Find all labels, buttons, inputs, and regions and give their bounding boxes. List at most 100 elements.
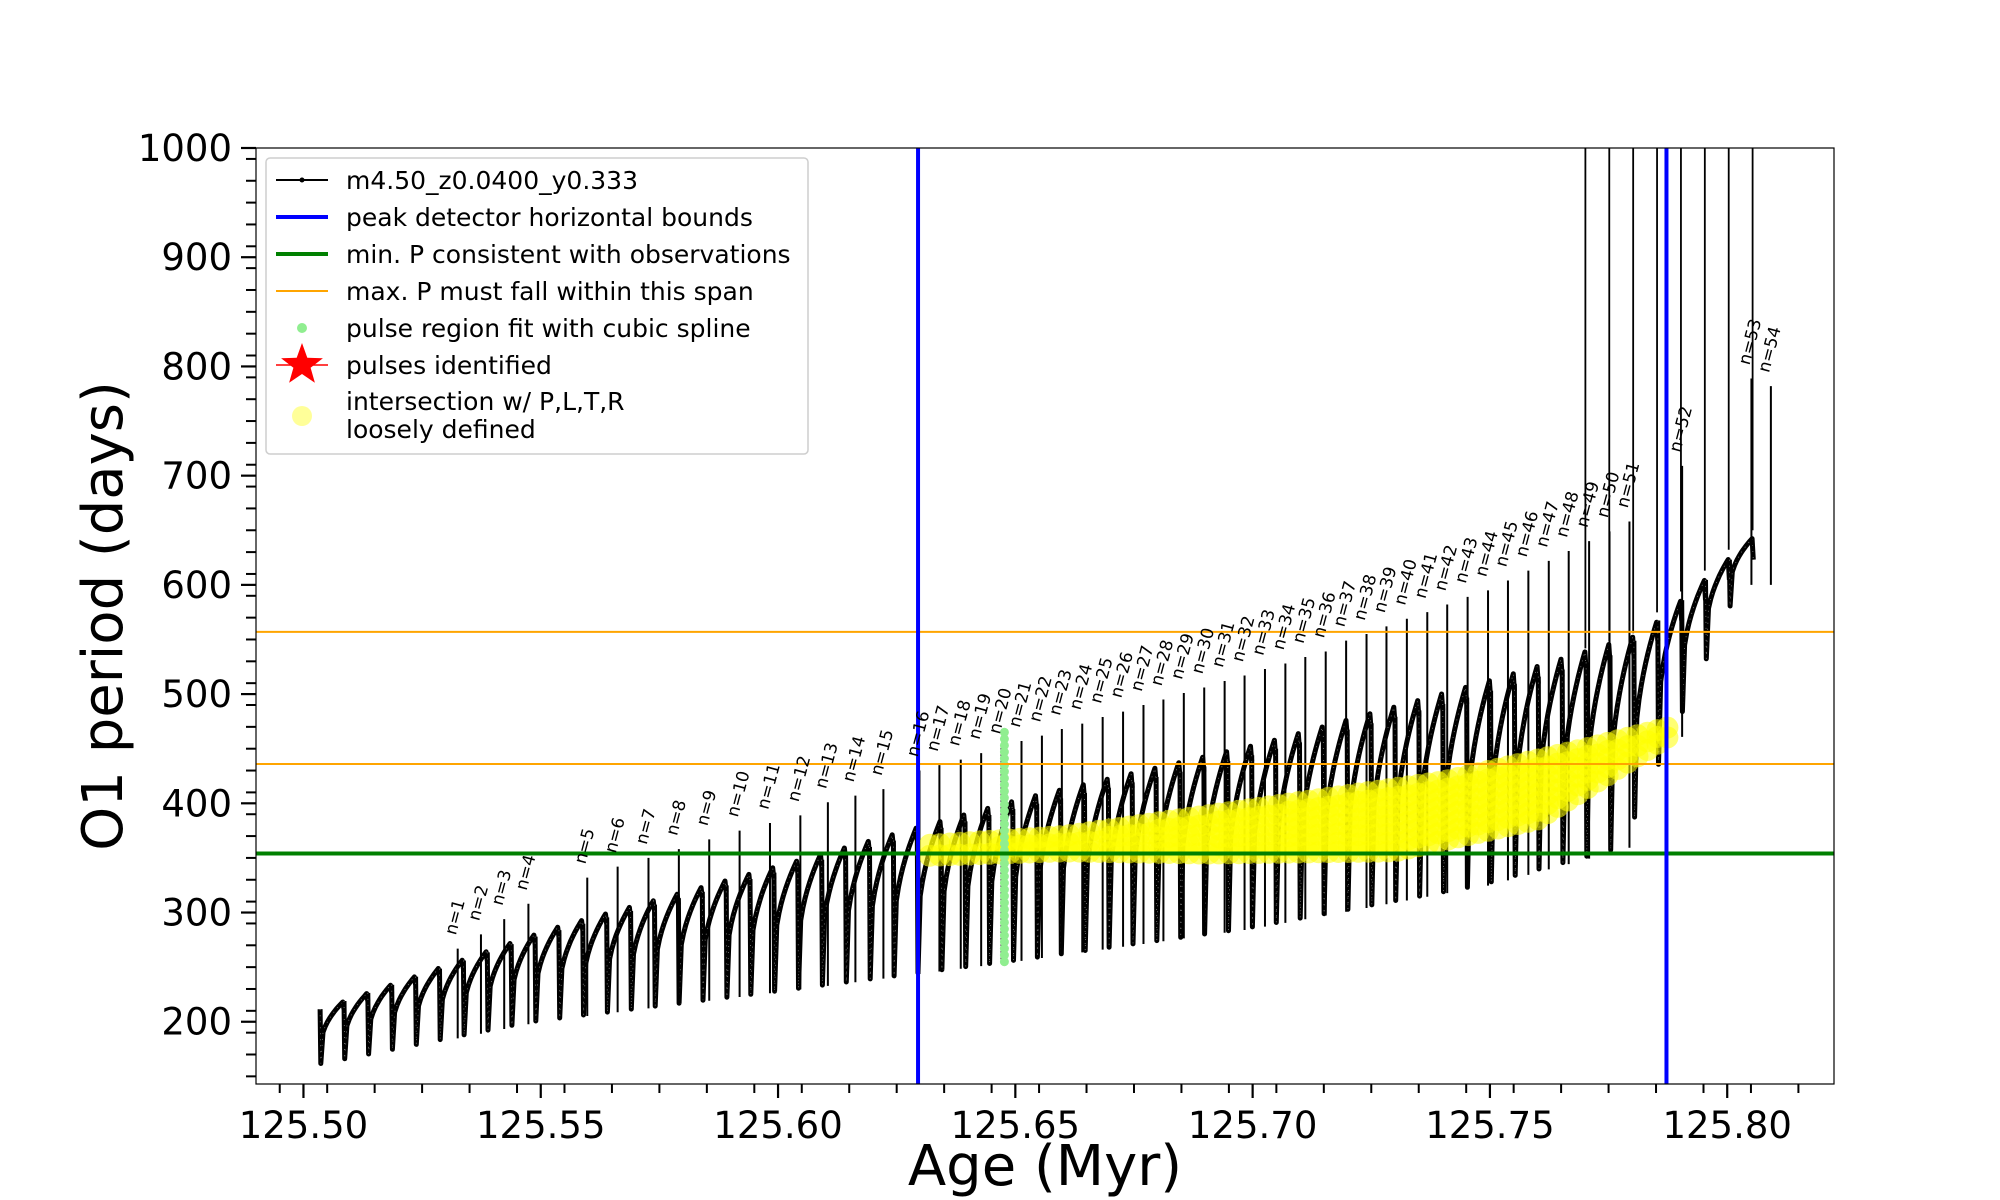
pulse-cycle-points bbox=[343, 992, 369, 1059]
pulse-cycle-points bbox=[893, 828, 918, 976]
y-tick-label: 500 bbox=[161, 673, 232, 716]
x-tick-label: 125.80 bbox=[1662, 1104, 1791, 1147]
spline-point bbox=[999, 885, 1009, 895]
pulse-cycle-points bbox=[1322, 720, 1348, 914]
pulse-cycle-points bbox=[869, 834, 894, 979]
legend-dot-swatch bbox=[297, 323, 307, 333]
pulse-cycle-points bbox=[701, 879, 727, 1001]
spline-point bbox=[999, 957, 1009, 967]
spline-point bbox=[999, 898, 1009, 908]
spline-point bbox=[999, 740, 1009, 750]
legend-label: intersection w/ P,L,T,R bbox=[346, 387, 625, 416]
pulse-cycle-points bbox=[797, 853, 823, 989]
legend-circle-swatch bbox=[292, 406, 312, 426]
pulse-cycle bbox=[413, 966, 442, 1047]
x-tick-label: 125.70 bbox=[1188, 1104, 1317, 1147]
x-axis-label: Age (Myr) bbox=[908, 1134, 1182, 1199]
spline-point bbox=[999, 806, 1009, 816]
spline-point bbox=[999, 819, 1009, 829]
pulse-cycle bbox=[1726, 536, 1756, 609]
pulse-cycle-points bbox=[821, 846, 846, 986]
pulse-cycle bbox=[652, 891, 681, 1009]
pulse-cycle-points bbox=[534, 926, 560, 1022]
x-tick-label: 125.65 bbox=[951, 1104, 1080, 1147]
pulse-cycle-points bbox=[1681, 580, 1706, 712]
spline-point bbox=[999, 734, 1009, 744]
spline-point bbox=[999, 786, 1009, 796]
legend-label: min. P consistent with observations bbox=[346, 240, 791, 269]
legend-label: pulse region fit with cubic spline bbox=[346, 314, 751, 343]
legend-label: pulses identified bbox=[346, 351, 552, 380]
spline-point bbox=[999, 878, 1009, 888]
spline-point bbox=[999, 747, 1009, 757]
spline-point bbox=[999, 793, 1009, 803]
pulse-cycle-points bbox=[1537, 659, 1563, 870]
pulse-cycle bbox=[437, 957, 466, 1043]
spline-point bbox=[999, 754, 1009, 763]
plot-frame bbox=[255, 147, 1835, 1085]
y-tick-label: 800 bbox=[161, 345, 232, 388]
pulse-cycle bbox=[1058, 782, 1087, 957]
spline-point bbox=[999, 931, 1009, 940]
pulse-cycle-points bbox=[510, 933, 536, 1026]
spline-point bbox=[999, 911, 1009, 921]
pulse-cycle bbox=[1655, 598, 1685, 767]
spline-point bbox=[999, 944, 1009, 954]
spline-point bbox=[999, 799, 1009, 809]
legend-label: m4.50_z0.0400_y0.333 bbox=[346, 166, 638, 195]
legend-label: max. P must fall within this span bbox=[346, 277, 754, 306]
spline-point bbox=[999, 872, 1009, 881]
pulse-cycle bbox=[317, 999, 347, 1066]
pulse-cycle-points bbox=[1633, 622, 1659, 818]
y-axis-label: O1 period (days) bbox=[71, 381, 136, 851]
legend-track-dot bbox=[299, 177, 305, 183]
spline-point bbox=[999, 773, 1009, 783]
pulse-cycle-points bbox=[582, 912, 608, 1016]
pulse-cycle-points bbox=[606, 906, 631, 1013]
legend-box bbox=[265, 157, 809, 455]
intersection-region bbox=[918, 716, 1679, 867]
pulse-cycle-points bbox=[391, 975, 416, 1050]
pulse-cycle-points bbox=[845, 841, 870, 983]
x-tick-label: 125.55 bbox=[476, 1104, 605, 1147]
pulse-cycle-points bbox=[725, 872, 751, 998]
legend-star-icon bbox=[281, 343, 323, 383]
y-tick-label: 600 bbox=[161, 564, 232, 607]
x-tick-label: 125.60 bbox=[713, 1104, 842, 1147]
legend-label: peak detector horizontal bounds bbox=[346, 203, 753, 232]
spline-point bbox=[999, 937, 1009, 947]
pulse-cycle-points bbox=[749, 866, 775, 995]
spline-point bbox=[999, 839, 1009, 849]
legend-label: loosely defined bbox=[346, 415, 536, 444]
y-tick-label: 300 bbox=[161, 892, 232, 935]
spline-point bbox=[999, 904, 1009, 914]
spline-point bbox=[999, 858, 1009, 868]
y-tick-label: 700 bbox=[161, 455, 232, 498]
pulse-cycle bbox=[460, 949, 490, 1038]
pulse-cycle bbox=[1034, 787, 1064, 960]
pulse-cycle-points bbox=[1084, 779, 1109, 951]
y-tick-label: 1000 bbox=[138, 127, 232, 170]
spline-point bbox=[999, 760, 1009, 770]
pulse-cycle-points bbox=[1155, 762, 1181, 941]
pulse-cycle-points bbox=[367, 984, 393, 1055]
x-tick-label: 125.50 bbox=[239, 1104, 368, 1147]
spline-point bbox=[999, 832, 1009, 842]
pulse-cycle-points bbox=[773, 859, 799, 992]
spline-point bbox=[999, 767, 1009, 777]
pulse-cycle bbox=[675, 885, 705, 1006]
spline-point bbox=[999, 780, 1009, 790]
x-tick-label: 125.75 bbox=[1425, 1104, 1554, 1147]
x-axis-ticks: 125.50 125.55 125.60 125.65 125.70 125.75 125.… bbox=[239, 1084, 1800, 1147]
y-tick-label: 200 bbox=[161, 1001, 232, 1044]
pulse-cycle bbox=[628, 898, 657, 1012]
spline-point bbox=[999, 924, 1009, 934]
spline-point bbox=[999, 727, 1009, 737]
y-tick-label: 900 bbox=[161, 236, 232, 279]
pulse-cycle bbox=[1703, 557, 1732, 662]
pulse-cycle bbox=[484, 941, 514, 1033]
spline-point bbox=[999, 826, 1009, 836]
y-axis-ticks: 200 300 400 500 600 700 800 900 1000 bbox=[138, 127, 256, 1078]
